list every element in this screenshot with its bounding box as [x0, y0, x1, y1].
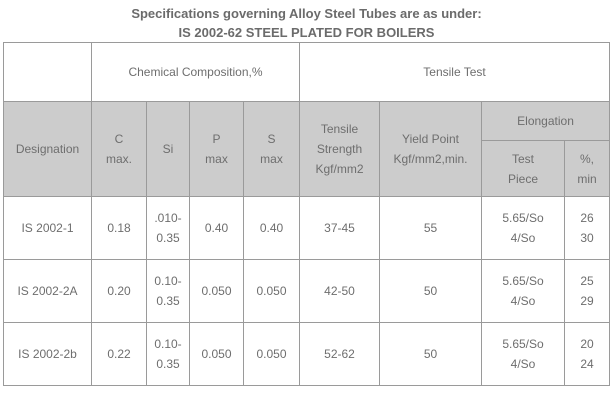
- cell-designation: IS 2002-2b: [3, 322, 92, 386]
- cell-pct: 25 29: [563, 259, 611, 323]
- header-percent-min: %, min: [563, 140, 611, 197]
- table-row: IS 2002-2b 0.22 0.10- 0.35 0.050 0.050 52…: [3, 322, 611, 386]
- cell-designation: IS 2002-1: [3, 196, 92, 260]
- header-yield-point: Yield Point Kgf/mm2,min.: [379, 101, 482, 197]
- header-chemical-composition: Chemical Composition,%: [91, 42, 300, 102]
- cell-s: 0.050: [243, 259, 300, 323]
- cell-s: 0.050: [243, 322, 300, 386]
- cell-piece: 5.65/So 4/So: [481, 259, 565, 323]
- header-tensile-test: Tensile Test: [298, 42, 611, 102]
- cell-tensile: 37-45: [299, 196, 380, 260]
- page-title: Specifications governing Alloy Steel Tub…: [131, 6, 482, 21]
- cell-p: 0.050: [189, 322, 244, 386]
- cell-si: 0.10- 0.35: [146, 322, 190, 386]
- table-row: IS 2002-1 0.18 .010- 0.35 0.40 0.40 37-45…: [3, 196, 611, 260]
- cell-c: 0.22: [91, 322, 147, 386]
- header-designation: Designation: [3, 101, 92, 197]
- table-row: IS 2002-2A 0.20 0.10- 0.35 0.050 0.050 42…: [3, 259, 611, 323]
- cell-c: 0.20: [91, 259, 147, 323]
- cell-pct: 26 30: [563, 196, 611, 260]
- cell-c: 0.18: [91, 196, 147, 260]
- cell-s: 0.40: [243, 196, 300, 260]
- cell-si: .010- 0.35: [146, 196, 190, 260]
- header-tensile-strength: Tensile Strength Kgf/mm2: [299, 101, 380, 197]
- cell-si: 0.10- 0.35: [146, 259, 190, 323]
- header-test-piece: Test Piece: [481, 140, 565, 197]
- spec-table: Chemical Composition,% Tensile Test Desi…: [3, 42, 611, 386]
- cell-tensile: 52-62: [299, 322, 380, 386]
- cell-tensile: 42-50: [299, 259, 380, 323]
- cell-piece: 5.65/So 4/So: [481, 196, 565, 260]
- header-blank: [3, 42, 92, 102]
- cell-yield: 50: [379, 259, 482, 323]
- cell-yield: 50: [379, 322, 482, 386]
- cell-yield: 55: [379, 196, 482, 260]
- header-elongation: Elongation: [480, 101, 611, 141]
- cell-p: 0.050: [189, 259, 244, 323]
- cell-pct: 20 24: [563, 322, 611, 386]
- cell-p: 0.40: [189, 196, 244, 260]
- page-subtitle: IS 2002-62 STEEL PLATED FOR BOILERS: [178, 25, 435, 40]
- cell-piece: 5.65/So 4/So: [481, 322, 565, 386]
- header-si: Si: [146, 101, 190, 197]
- cell-designation: IS 2002-2A: [3, 259, 92, 323]
